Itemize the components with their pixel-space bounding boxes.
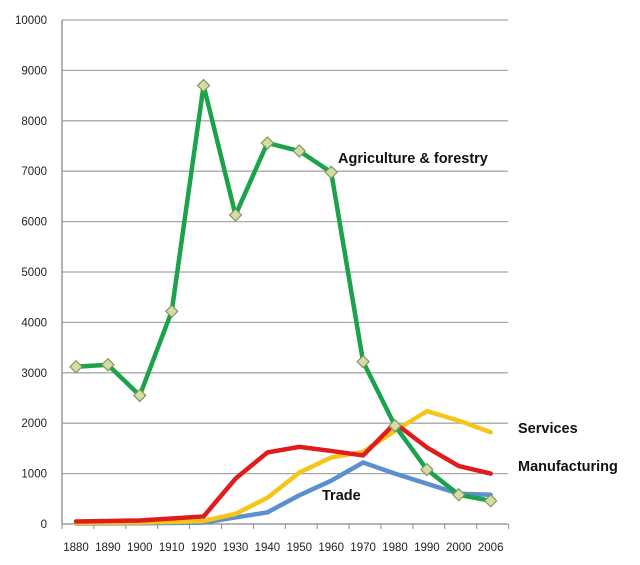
y-tick-label: 9000 — [21, 65, 47, 77]
data-point-marker — [260, 136, 275, 150]
data-point-marker — [228, 208, 243, 222]
data-point-marker — [420, 462, 434, 477]
data-point-marker — [388, 418, 402, 433]
x-tick-label: 2006 — [478, 542, 504, 554]
series-line-agriculture-forestry — [73, 83, 493, 504]
x-axis-ticks: 1880 1890 1900 1910 1920 1930 1940 1950 1960 1970… — [63, 542, 503, 554]
x-tick-label: 1970 — [350, 542, 376, 554]
x-tick-label: 2000 — [446, 542, 472, 554]
x-tick-label: 1940 — [255, 542, 281, 554]
y-tick-label: 2000 — [21, 418, 47, 430]
y-axis-ticks: 0 1000 2000 3000 4000 5000 6000 7000 8000 9000 100… — [15, 15, 47, 531]
series-markers — [69, 78, 498, 508]
x-tick-label: 1950 — [287, 542, 313, 554]
series-line-manufacturing — [73, 420, 493, 524]
y-tick-label: 6000 — [21, 217, 47, 229]
series-lines — [73, 83, 493, 526]
y-tick-label: 5000 — [21, 267, 47, 279]
x-tick-label: 1880 — [63, 542, 89, 554]
data-point-marker — [132, 388, 147, 403]
x-tick-label: 1960 — [318, 542, 344, 554]
data-point-marker — [324, 165, 339, 180]
y-tick-label: 7000 — [21, 166, 47, 178]
label-manufacturing: Manufacturing — [518, 459, 618, 475]
data-point-marker — [101, 357, 115, 372]
data-point-marker — [196, 78, 211, 93]
y-tick-label: 0 — [41, 519, 47, 531]
y-tick-label: 3000 — [21, 368, 47, 380]
data-point-marker — [451, 487, 466, 502]
label-services: Services — [518, 421, 578, 437]
x-tick-label: 1920 — [191, 542, 217, 554]
x-tick-label: 1990 — [414, 542, 440, 554]
x-tick-label: 1930 — [223, 542, 249, 554]
x-tick-label: 1910 — [159, 542, 185, 554]
x-tick-label: 1980 — [382, 542, 408, 554]
data-point-marker — [164, 304, 179, 319]
x-tick-label: 1890 — [95, 542, 121, 554]
axes — [61, 20, 510, 529]
y-tick-label: 1000 — [21, 469, 47, 481]
gridlines — [62, 19, 508, 475]
data-point-marker — [292, 144, 307, 158]
data-point-marker — [69, 359, 83, 374]
y-tick-label: 10000 — [15, 15, 47, 27]
label-agriculture: Agriculture & forestry — [338, 151, 488, 167]
data-point-marker — [483, 493, 498, 508]
x-tick-label: 1900 — [127, 542, 153, 554]
y-tick-label: 4000 — [21, 317, 47, 329]
data-point-marker — [356, 354, 370, 369]
y-tick-label: 8000 — [21, 116, 47, 128]
label-trade: Trade — [322, 488, 361, 504]
series-line-services — [73, 408, 493, 526]
series-labels: Agriculture & forestry Services Manufact… — [322, 151, 618, 504]
